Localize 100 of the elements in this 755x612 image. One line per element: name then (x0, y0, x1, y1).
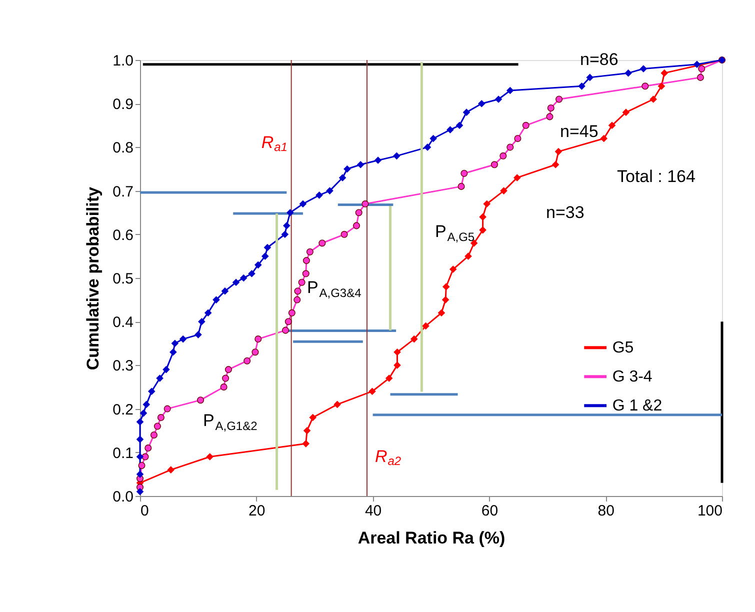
point (355, 209, 362, 216)
point (282, 326, 290, 334)
point (374, 156, 382, 164)
point (222, 374, 230, 382)
point (252, 348, 259, 356)
point (150, 431, 158, 438)
annotation: n=45 (560, 122, 598, 141)
point (339, 174, 346, 182)
point (394, 348, 401, 356)
x-tick-label: 0 (140, 502, 149, 520)
point (140, 410, 148, 417)
point (154, 422, 161, 430)
legend-label: G 3-4 (612, 368, 652, 386)
point (438, 309, 445, 316)
point (650, 96, 657, 103)
point (547, 104, 554, 112)
point (357, 161, 364, 168)
point (212, 296, 220, 304)
point (696, 74, 704, 81)
point (442, 283, 450, 290)
point (578, 82, 586, 90)
point (642, 82, 649, 90)
point (344, 165, 351, 173)
point (556, 96, 563, 103)
point (430, 134, 437, 142)
point (500, 152, 507, 160)
point (309, 414, 316, 422)
point (157, 414, 164, 422)
x-tick-label: 100 (697, 502, 722, 520)
y-tick-label: 0.6 (112, 226, 134, 244)
point (204, 309, 212, 316)
point (334, 400, 341, 408)
point (326, 187, 334, 194)
y-tick-label: 0.8 (112, 140, 134, 157)
point (281, 230, 288, 238)
point (318, 240, 326, 247)
point (554, 148, 562, 156)
y-tick-label: 0.3 (112, 358, 134, 375)
point (362, 200, 369, 208)
point (600, 134, 608, 142)
point (660, 70, 668, 77)
point (698, 65, 706, 72)
point (624, 70, 632, 77)
point (446, 126, 454, 134)
point (479, 226, 486, 234)
x-tick-label: 20 (248, 502, 266, 520)
point (552, 161, 560, 168)
point (286, 209, 294, 216)
point (479, 213, 486, 220)
point (283, 222, 290, 230)
point (144, 444, 152, 452)
point (198, 318, 206, 326)
point (478, 100, 486, 108)
point (142, 453, 149, 460)
point (386, 374, 393, 382)
y-tick-label: 0.1 (112, 444, 134, 462)
point (244, 357, 251, 364)
y-tick-label: 0.4 (112, 314, 134, 332)
point (500, 187, 508, 194)
point (254, 261, 262, 268)
point (302, 257, 310, 264)
point (170, 348, 177, 356)
point (622, 108, 630, 116)
y-axis-title: Cumulative probability (84, 186, 103, 370)
point (495, 96, 502, 103)
point (288, 309, 296, 316)
point (442, 296, 450, 304)
y-tick-label: 0.7 (112, 183, 134, 200)
point (340, 230, 348, 238)
y-tick-label: 0.2 (112, 401, 134, 418)
point (264, 244, 271, 251)
annotation: n=86 (580, 50, 618, 69)
y-tick-label: 0.9 (112, 96, 134, 114)
y-tick-label: 1.0 (112, 52, 134, 70)
point (514, 174, 521, 182)
point (294, 296, 301, 304)
point (458, 182, 465, 190)
point (302, 440, 310, 448)
point (693, 60, 700, 68)
point (394, 362, 401, 369)
point (464, 252, 472, 260)
point (302, 270, 310, 278)
point (220, 383, 228, 391)
point (171, 340, 178, 347)
point (284, 318, 292, 326)
point (148, 388, 156, 395)
x-axis-title: Areal Ratio Ra (%) (358, 528, 506, 548)
point (206, 453, 214, 460)
point (460, 170, 468, 177)
point (254, 336, 262, 343)
point (138, 462, 146, 469)
annotation: n=33 (546, 203, 584, 222)
point (232, 278, 240, 286)
point (456, 122, 464, 129)
x-tick-label: 80 (598, 502, 614, 520)
point (136, 453, 144, 460)
point (422, 322, 430, 330)
point (306, 248, 314, 256)
annotation: Total : 164 (617, 167, 696, 186)
point (167, 466, 174, 474)
